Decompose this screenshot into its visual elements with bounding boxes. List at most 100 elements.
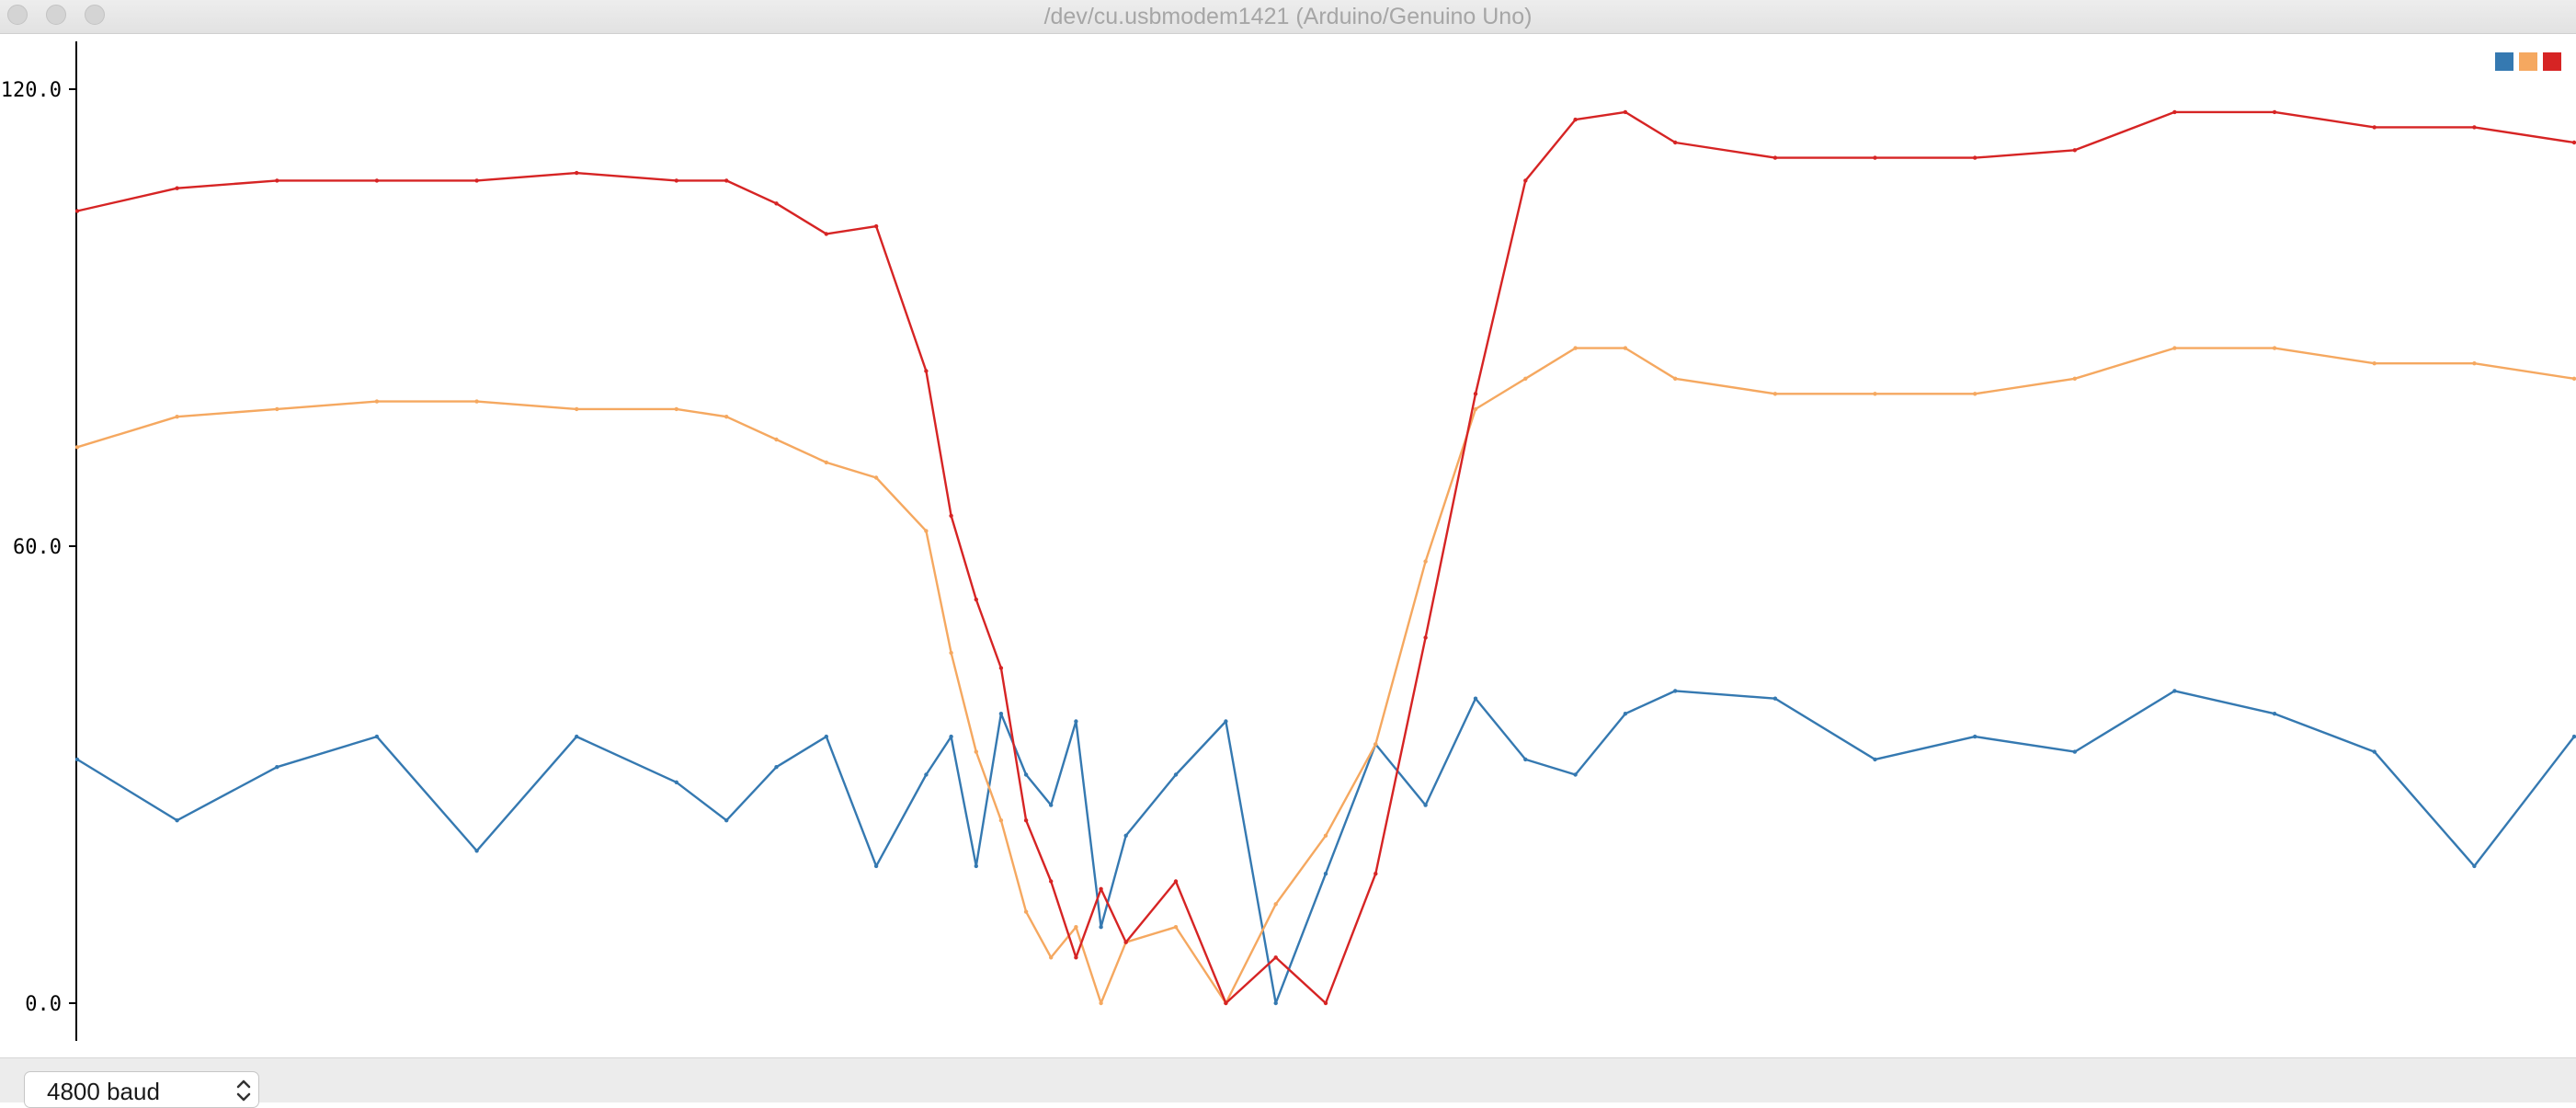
data-point-series-0 [275,765,279,770]
data-point-series-2 [1673,140,1678,145]
data-point-series-2 [1224,1000,1228,1006]
data-point-series-0 [1973,734,1978,739]
data-point-series-1 [2172,346,2177,350]
data-point-series-0 [2272,712,2277,716]
data-point-series-2 [1099,886,1103,891]
data-point-series-2 [2272,109,2277,115]
data-point-series-1 [1473,406,1478,412]
title-bar: /dev/cu.usbmodem1421 (Arduino/Genuino Un… [0,0,2576,34]
data-point-series-1 [2472,361,2477,366]
data-point-series-1 [724,415,729,419]
data-point-series-2 [1023,818,1029,823]
baud-rate-value: 4800 baud [47,1078,160,1105]
data-point-series-0 [1473,696,1478,701]
baud-rate-select[interactable]: 4800 baud [24,1071,259,1108]
data-point-series-2 [275,178,279,183]
footer-bar: 4800 baud [0,1057,2576,1108]
close-window-button[interactable] [7,5,28,25]
data-point-series-1 [1573,346,1578,350]
data-point-series-2 [674,178,678,183]
series-line-0 [76,690,2575,1005]
data-point-series-1 [1673,376,1678,381]
data-point-series-0 [1173,772,1179,777]
data-point-series-1 [1099,1000,1103,1006]
minimize-window-button[interactable] [46,5,66,25]
data-point-series-1 [1523,376,1528,381]
data-point-series-1 [1023,909,1029,914]
data-point-series-0 [1573,772,1578,777]
data-point-series-1 [1623,346,1628,350]
data-point-series-2 [924,369,929,373]
data-point-series-1 [774,437,779,442]
data-point-series-2 [1772,155,1778,160]
data-point-series-1 [1373,742,1378,747]
legend-swatch-0 [2495,52,2513,71]
data-point-series-2 [474,178,479,183]
window-title: /dev/cu.usbmodem1421 (Arduino/Genuino Un… [1043,4,1533,29]
data-point-series-1 [374,399,380,404]
data-point-series-2 [374,178,380,183]
y-axis: 0.0 60.0 120.0 [1,41,77,1041]
data-point-series-1 [1772,392,1778,396]
data-point-series-0 [949,734,953,739]
data-point-series-0 [374,734,380,739]
data-point-series-0 [1123,833,1128,838]
data-point-series-0 [724,818,729,823]
data-point-series-0 [873,863,879,869]
data-point-series-1 [824,460,828,465]
data-point-series-0 [1323,872,1328,876]
data-point-series-0 [2172,689,2177,693]
legend-swatch-2 [2543,52,2561,71]
data-point-series-2 [1273,955,1278,960]
data-point-series-0 [1873,757,1877,762]
y-tick-label: 0.0 [25,993,62,1016]
data-point-series-2 [1623,109,1628,115]
zoom-window-button[interactable] [85,5,105,25]
legend [2495,52,2561,71]
data-point-series-1 [1273,902,1278,907]
data-point-series-2 [774,201,779,206]
data-point-series-1 [924,529,929,533]
data-point-series-0 [1423,803,1428,807]
data-point-series-1 [2072,376,2077,381]
data-point-series-0 [924,772,929,777]
data-point-series-2 [974,597,979,602]
data-point-series-1 [1873,392,1877,396]
data-point-series-1 [474,399,479,404]
data-point-series-2 [1049,879,1054,884]
data-point-series-0 [74,757,80,762]
data-point-series-2 [2472,125,2477,130]
data-point-series-2 [1074,955,1078,960]
data-point-series-0 [824,734,828,739]
data-point-series-0 [974,863,979,869]
data-point-series-1 [1323,833,1328,838]
data-point-series-2 [74,209,80,213]
data-point-series-0 [575,734,579,739]
data-point-series-0 [1099,925,1103,930]
data-point-series-2 [1323,1000,1328,1006]
data-point-series-1 [2272,346,2277,350]
data-point-series-0 [1074,719,1078,724]
data-point-series-2 [2571,140,2576,145]
data-point-series-1 [1423,559,1428,564]
data-point-series-0 [1772,696,1778,701]
data-point-series-2 [2372,125,2377,130]
data-point-series-0 [774,765,779,770]
data-point-series-1 [2571,376,2576,381]
data-point-series-2 [873,223,879,229]
data-point-series-1 [1049,955,1054,960]
data-point-series-0 [474,849,479,853]
data-point-series-0 [1224,719,1228,724]
data-point-series-1 [1973,392,1978,396]
data-point-series-1 [275,406,279,412]
data-point-series-0 [998,712,1004,716]
data-point-series-0 [1049,803,1054,807]
data-point-series-0 [2571,734,2576,739]
data-point-series-2 [998,666,1004,670]
data-point-series-1 [175,415,179,419]
data-point-series-2 [1473,392,1478,396]
data-point-series-0 [1273,1000,1278,1006]
data-point-series-0 [2372,749,2377,754]
data-point-series-1 [2372,361,2377,366]
data-point-series-2 [175,186,179,190]
